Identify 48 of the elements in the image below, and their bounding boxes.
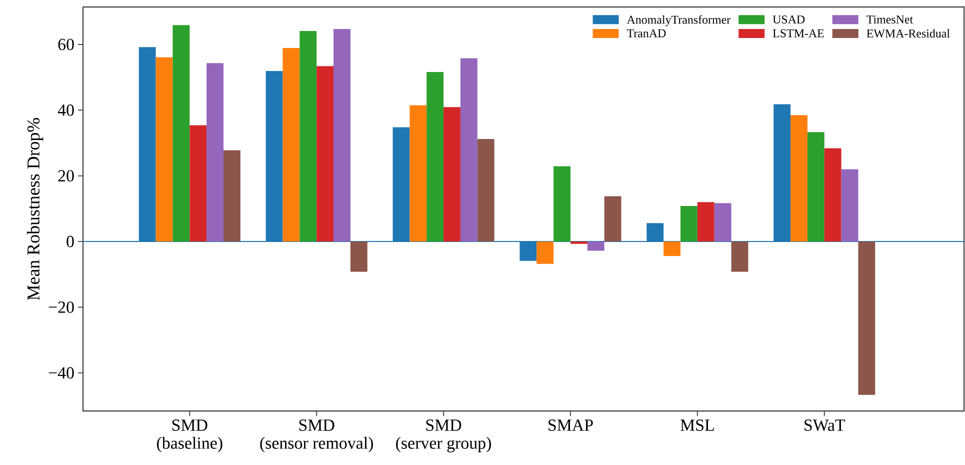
bar [426,72,444,242]
bar [172,25,190,242]
y-tick-label: −40 [48,367,74,379]
bar [206,63,224,242]
bar [223,150,240,242]
bar [282,48,300,242]
bar [824,148,842,242]
y-tick-label: 0 [66,236,74,248]
bar [680,206,698,242]
bar [858,242,876,395]
y-tick-label: −20 [48,301,74,313]
y-axis-title: Mean Robustness Drop% [26,118,44,300]
legend-label: LSTM-AE [772,29,824,38]
legend-label: USAD [772,15,805,24]
bar [334,29,350,242]
x-tick-label: SMD (sensor removal) [260,420,373,452]
bar [841,169,858,242]
bar [444,107,460,242]
bar [477,139,494,242]
x-tick-label: SWaT [804,420,846,431]
bar [300,30,317,242]
bar [807,132,824,242]
bar [604,196,622,242]
bar [554,166,570,242]
bar [697,202,714,242]
bar [316,66,334,242]
legend-label: TimesNet [866,15,914,24]
legend-label: EWMA-Residual [866,29,950,38]
bar [587,242,604,251]
bar [790,115,808,242]
y-tick-label: 60 [58,38,74,50]
legend-label: AnomalyTransformer [626,15,730,26]
x-tick-label: MSL [680,420,714,431]
legend-label: TranAD [626,29,666,38]
x-tick-label: SMD (baseline) [157,420,222,452]
bar [410,105,427,242]
x-tick-label: SMAP [548,420,593,431]
bar [536,242,554,264]
bar [714,203,732,242]
bar [156,57,173,242]
x-tick-label: SMD (server group) [396,420,491,452]
bar [664,242,680,256]
bar [731,242,748,272]
y-tick-label: 40 [58,104,74,116]
bar [460,58,478,242]
y-tick-label: 20 [58,170,74,182]
bar [350,242,368,272]
bar [190,125,207,242]
